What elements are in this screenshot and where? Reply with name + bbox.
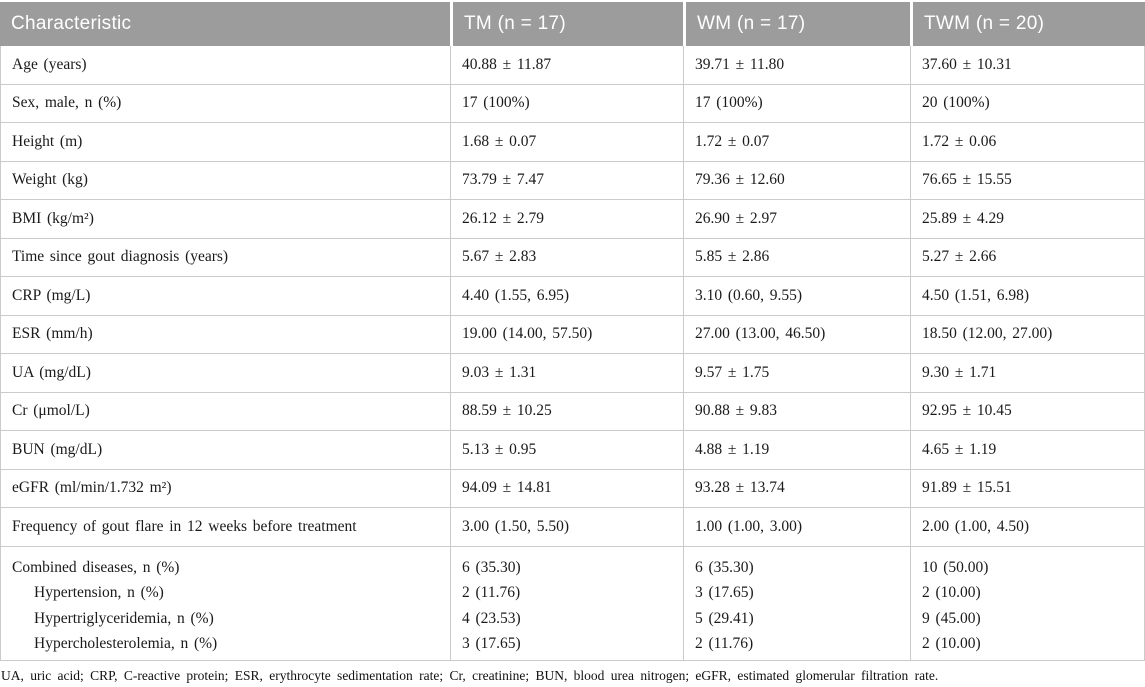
row-label: Cr (μmol/L) — [0, 392, 450, 431]
cell-tm: 1.68 ± 0.07 — [450, 123, 683, 162]
table-footnote: UA, uric acid; CRP, C-reactive protein; … — [1, 667, 939, 683]
header-characteristic: Characteristic — [0, 0, 450, 46]
row-label: BUN (mg/dL) — [0, 431, 450, 470]
table-row-height: Height (m) 1.68 ± 0.07 1.72 ± 0.07 1.72 … — [0, 123, 1145, 162]
header-wm: WM (n = 17) — [683, 0, 910, 46]
table-row-combined-diseases: Combined diseases, n (%) Hypertension, n… — [0, 546, 1145, 661]
table-row-sex: Sex, male, n (%) 17 (100%) 17 (100%) 20 … — [0, 84, 1145, 123]
cell-wm: 5.85 ± 2.86 — [683, 238, 910, 277]
cell-wm: 39.71 ± 11.80 — [683, 46, 910, 85]
row-label: UA (mg/dL) — [0, 354, 450, 393]
cell-value: 4 (23.53) — [462, 609, 521, 627]
cell-tm: 5.67 ± 2.83 — [450, 238, 683, 277]
cell-value: 5 (29.41) — [695, 609, 754, 627]
header-row: Characteristic TM (n = 17) WM (n = 17) T… — [0, 0, 1145, 46]
cell-twm: 91.89 ± 15.51 — [910, 469, 1145, 508]
combined-cell-twm: 10 (50.00) 2 (10.00) 9 (45.00) 2 (10.00) — [910, 546, 1145, 661]
cell-tm: 17 (100%) — [450, 84, 683, 123]
cell-tm: 9.03 ± 1.31 — [450, 354, 683, 393]
header-twm: TWM (n = 20) — [910, 0, 1145, 46]
combined-labels: Combined diseases, n (%) Hypertension, n… — [0, 546, 450, 661]
cell-value: 9 (45.00) — [922, 609, 981, 627]
cell-tm: 19.00 (14.00, 57.50) — [450, 315, 683, 354]
cell-value: 2 (11.76) — [462, 584, 521, 601]
cell-value: 2 (10.00) — [922, 584, 981, 601]
row-label: Age (years) — [0, 46, 450, 85]
row-label: ESR (mm/h) — [0, 315, 450, 354]
table-row-bmi: BMI (kg/m²) 26.12 ± 2.79 26.90 ± 2.97 25… — [0, 200, 1145, 239]
table-row-weight: Weight (kg) 73.79 ± 7.47 79.36 ± 12.60 7… — [0, 161, 1145, 200]
cell-twm: 9.30 ± 1.71 — [910, 354, 1145, 393]
cell-wm: 27.00 (13.00, 46.50) — [683, 315, 910, 354]
cell-wm: 17 (100%) — [683, 84, 910, 123]
row-label: BMI (kg/m²) — [0, 200, 450, 239]
row-label: Height (m) — [0, 123, 450, 162]
cell-twm: 92.95 ± 10.45 — [910, 392, 1145, 431]
characteristics-table: Characteristic TM (n = 17) WM (n = 17) T… — [0, 0, 1145, 661]
cell-tm: 88.59 ± 10.25 — [450, 392, 683, 431]
row-sublabel-hypercholesterolemia: Hypercholesterolemia, n (%) — [34, 635, 218, 652]
cell-twm: 2.00 (1.00, 4.50) — [910, 508, 1145, 547]
cell-wm: 1.72 ± 0.07 — [683, 123, 910, 162]
table-row-egfr: eGFR (ml/min/1.732 m²) 94.09 ± 14.81 93.… — [0, 469, 1145, 508]
cell-tm: 4.40 (1.55, 6.95) — [450, 277, 683, 316]
cell-tm: 26.12 ± 2.79 — [450, 200, 683, 239]
row-label: Time since gout diagnosis (years) — [0, 238, 450, 277]
cell-value: 6 (35.30) — [695, 558, 754, 576]
row-sublabel-hypertriglyceridemia: Hypertriglyceridemia, n (%) — [34, 609, 214, 627]
table-row-crp: CRP (mg/L) 4.40 (1.55, 6.95) 3.10 (0.60,… — [0, 277, 1145, 316]
cell-value: 6 (35.30) — [462, 558, 521, 576]
table-row-gout-flare-frequency: Frequency of gout flare in 12 weeks befo… — [0, 508, 1145, 547]
cell-twm: 1.72 ± 0.06 — [910, 123, 1145, 162]
cell-value: 10 (50.00) — [922, 558, 989, 576]
combined-cell-tm: 6 (35.30) 2 (11.76) 4 (23.53) 3 (17.65) — [450, 546, 683, 661]
table-row-esr: ESR (mm/h) 19.00 (14.00, 57.50) 27.00 (1… — [0, 315, 1145, 354]
cell-wm: 26.90 ± 2.97 — [683, 200, 910, 239]
cell-tm: 3.00 (1.50, 5.50) — [450, 508, 683, 547]
cell-twm: 25.89 ± 4.29 — [910, 200, 1145, 239]
cell-twm: 76.65 ± 15.55 — [910, 161, 1145, 200]
cell-tm: 40.88 ± 11.87 — [450, 46, 683, 85]
cell-wm: 93.28 ± 13.74 — [683, 469, 910, 508]
table-row-cr: Cr (μmol/L) 88.59 ± 10.25 90.88 ± 9.83 9… — [0, 392, 1145, 431]
table-header: Characteristic TM (n = 17) WM (n = 17) T… — [0, 0, 1145, 46]
combined-cell-wm: 6 (35.30) 3 (17.65) 5 (29.41) 2 (11.76) — [683, 546, 910, 661]
row-label: CRP (mg/L) — [0, 277, 450, 316]
cell-wm: 79.36 ± 12.60 — [683, 161, 910, 200]
row-label: Sex, male, n (%) — [0, 84, 450, 123]
cell-tm: 73.79 ± 7.47 — [450, 161, 683, 200]
cell-value: 2 (11.76) — [695, 635, 754, 652]
row-label: Weight (kg) — [0, 161, 450, 200]
cell-wm: 90.88 ± 9.83 — [683, 392, 910, 431]
cell-value: 3 (17.65) — [462, 635, 521, 652]
row-label: Frequency of gout flare in 12 weeks befo… — [0, 508, 450, 547]
cell-wm: 3.10 (0.60, 9.55) — [683, 277, 910, 316]
cell-tm: 94.09 ± 14.81 — [450, 469, 683, 508]
table-row-age: Age (years) 40.88 ± 11.87 39.71 ± 11.80 … — [0, 46, 1145, 85]
cell-twm: 5.27 ± 2.66 — [910, 238, 1145, 277]
row-label: eGFR (ml/min/1.732 m²) — [0, 469, 450, 508]
row-sublabel-hypertension: Hypertension, n (%) — [34, 584, 164, 601]
cell-twm: 37.60 ± 10.31 — [910, 46, 1145, 85]
cell-wm: 4.88 ± 1.19 — [683, 431, 910, 470]
table-row-bun: BUN (mg/dL) 5.13 ± 0.95 4.88 ± 1.19 4.65… — [0, 431, 1145, 470]
cell-value: 2 (10.00) — [922, 635, 981, 652]
cell-wm: 1.00 (1.00, 3.00) — [683, 508, 910, 547]
cell-twm: 18.50 (12.00, 27.00) — [910, 315, 1145, 354]
cell-value: 3 (17.65) — [695, 584, 754, 601]
cell-tm: 5.13 ± 0.95 — [450, 431, 683, 470]
cell-twm: 4.50 (1.51, 6.98) — [910, 277, 1145, 316]
header-tm: TM (n = 17) — [450, 0, 683, 46]
cell-wm: 9.57 ± 1.75 — [683, 354, 910, 393]
table-row-ua: UA (mg/dL) 9.03 ± 1.31 9.57 ± 1.75 9.30 … — [0, 354, 1145, 393]
table-row-time-since-diagnosis: Time since gout diagnosis (years) 5.67 ±… — [0, 238, 1145, 277]
cell-twm: 4.65 ± 1.19 — [910, 431, 1145, 470]
row-label: Combined diseases, n (%) — [12, 558, 180, 576]
cell-twm: 20 (100%) — [910, 84, 1145, 123]
